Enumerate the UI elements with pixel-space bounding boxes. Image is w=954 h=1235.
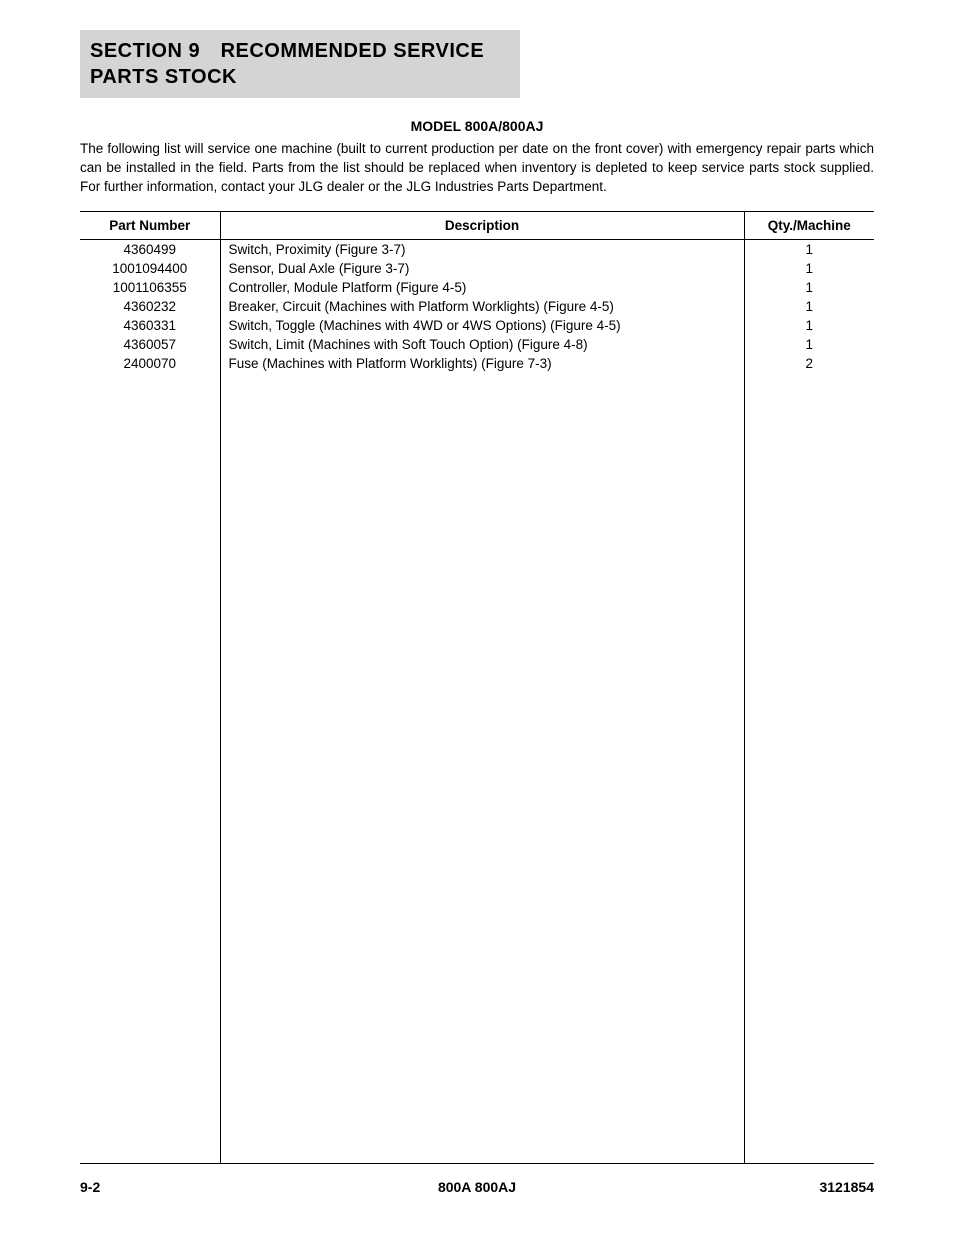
cell-qty: 1 [744, 316, 874, 335]
intro-paragraph: The following list will service one mach… [80, 140, 874, 197]
cell-qty: 1 [744, 239, 874, 259]
table-row: 4360499 Switch, Proximity (Figure 3-7) 1 [80, 239, 874, 259]
page-footer: 800A 800AJ 9-2 3121854 [80, 1179, 874, 1195]
cell-part: 1001094400 [80, 259, 220, 278]
cell-desc: Controller, Module Platform (Figure 4-5) [220, 278, 744, 297]
cell-part: 4360057 [80, 335, 220, 354]
page: SECTION 9 RECOMMENDED SERVICE PARTS STOC… [0, 0, 954, 1235]
filler-cell [220, 373, 744, 1163]
cell-qty: 2 [744, 354, 874, 373]
col-header-qty: Qty./Machine [744, 211, 874, 239]
cell-desc: Switch, Toggle (Machines with 4WD or 4WS… [220, 316, 744, 335]
cell-part: 4360232 [80, 297, 220, 316]
cell-desc: Breaker, Circuit (Machines with Platform… [220, 297, 744, 316]
table-header-row: Part Number Description Qty./Machine [80, 211, 874, 239]
col-header-part: Part Number [80, 211, 220, 239]
cell-part: 1001106355 [80, 278, 220, 297]
cell-qty: 1 [744, 335, 874, 354]
table-filler-row [80, 373, 874, 1163]
filler-cell [744, 373, 874, 1163]
section-title: SECTION 9 RECOMMENDED SERVICE PARTS STOC… [90, 38, 510, 90]
parts-table: Part Number Description Qty./Machine 436… [80, 211, 874, 1163]
cell-desc: Switch, Limit (Machines with Soft Touch … [220, 335, 744, 354]
filler-cell [80, 373, 220, 1163]
model-title: MODEL 800A/800AJ [80, 118, 874, 134]
cell-desc: Sensor, Dual Axle (Figure 3-7) [220, 259, 744, 278]
col-header-desc: Description [220, 211, 744, 239]
cell-qty: 1 [744, 297, 874, 316]
parts-table-wrap: Part Number Description Qty./Machine 436… [80, 211, 874, 1164]
cell-part: 2400070 [80, 354, 220, 373]
cell-qty: 1 [744, 259, 874, 278]
cell-part: 4360499 [80, 239, 220, 259]
section-header: SECTION 9 RECOMMENDED SERVICE PARTS STOC… [80, 30, 520, 98]
footer-center: 800A 800AJ [80, 1179, 874, 1195]
table-body: 4360499 Switch, Proximity (Figure 3-7) 1… [80, 239, 874, 1163]
table-row: 1001106355 Controller, Module Platform (… [80, 278, 874, 297]
cell-part: 4360331 [80, 316, 220, 335]
table-row: 4360057 Switch, Limit (Machines with Sof… [80, 335, 874, 354]
table-row: 2400070 Fuse (Machines with Platform Wor… [80, 354, 874, 373]
cell-desc: Switch, Proximity (Figure 3-7) [220, 239, 744, 259]
cell-qty: 1 [744, 278, 874, 297]
table-row: 4360232 Breaker, Circuit (Machines with … [80, 297, 874, 316]
cell-desc: Fuse (Machines with Platform Worklights)… [220, 354, 744, 373]
table-row: 1001094400 Sensor, Dual Axle (Figure 3-7… [80, 259, 874, 278]
table-row: 4360331 Switch, Toggle (Machines with 4W… [80, 316, 874, 335]
